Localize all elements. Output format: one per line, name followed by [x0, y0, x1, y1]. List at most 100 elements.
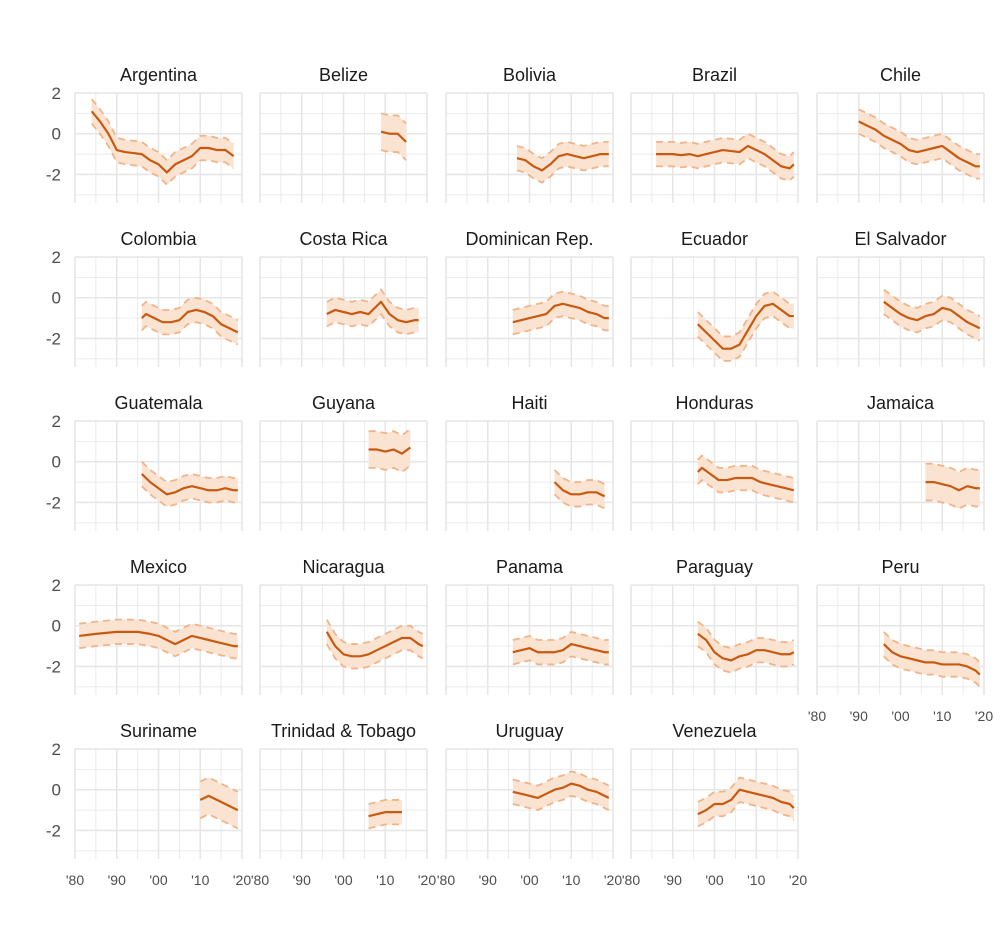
lower-bound-line [141, 321, 239, 346]
series-line [512, 302, 609, 324]
x-tick-label: '90 [293, 872, 311, 888]
upper-bound-line [697, 454, 795, 479]
confidence-band [512, 291, 609, 335]
panel-guyana: Guyana [259, 393, 428, 531]
x-tick-label: '10 [376, 872, 394, 888]
panel-title: Argentina [120, 65, 198, 85]
panel-grid [259, 748, 428, 859]
x-tick-label: '80 [622, 872, 640, 888]
lower-bound-line [512, 794, 610, 812]
y-tick-label: 0 [52, 453, 61, 472]
upper-bound-line [326, 619, 424, 645]
panel-nicaragua: Nicaragua [259, 557, 428, 695]
panel-haiti: Haiti [445, 393, 614, 531]
upper-bound-line [141, 296, 239, 321]
panel-peru: Peru '80 '90 '00 '10 '20 [808, 557, 993, 724]
panel-brazil: Brazil [630, 65, 799, 203]
panel-title: Ecuador [681, 229, 748, 249]
upper-bound-line [91, 98, 235, 162]
confidence-band [697, 621, 794, 673]
upper-bound-line [512, 630, 609, 641]
confidence-band [516, 141, 609, 183]
panel-suriname: Suriname 2 0 -2 '80 '90 '00 '10 '20 [46, 721, 251, 888]
panel-title: Suriname [120, 721, 197, 741]
upper-bound-line [883, 288, 981, 317]
confidence-band [200, 777, 238, 829]
panel-mexico: Mexico 2 0 -2 [46, 557, 243, 695]
x-tick-label: '00 [891, 708, 909, 724]
panel-title: Paraguay [676, 557, 753, 577]
series-line [883, 643, 981, 676]
panel-title: Trinidad & Tobago [271, 721, 416, 741]
lower-bound-line [656, 157, 795, 182]
confidence-band [883, 631, 980, 687]
panel-grid [74, 420, 243, 531]
series-line [325, 631, 424, 658]
panel-el-salvador: El Salvador [816, 229, 985, 367]
series-line [697, 788, 795, 816]
panel-title: Dominican Rep. [465, 229, 593, 249]
upper-bound-line [516, 140, 609, 160]
y-tick-label: -2 [46, 657, 61, 676]
y-tick-label: -2 [46, 329, 61, 348]
panel-belize: Belize [259, 65, 428, 203]
confidence-band [141, 461, 238, 507]
series-line [925, 481, 980, 492]
lower-bound-line [368, 823, 402, 830]
x-tick-label: '90 [664, 872, 682, 888]
upper-bound-line [326, 288, 419, 311]
panel-title: Jamaica [867, 393, 935, 413]
x-tick-label: '10 [191, 872, 209, 888]
lower-bound-line [697, 645, 795, 674]
series-line [380, 130, 407, 143]
upper-bound-line [512, 290, 609, 311]
series-line [199, 794, 239, 812]
x-tick-label: '00 [334, 872, 352, 888]
x-tick-label: '80 [808, 708, 826, 724]
confidence-band [91, 99, 234, 185]
upper-bound-line [368, 799, 402, 805]
x-tick-label: '00 [520, 872, 538, 888]
panel-trinidad-tobago: Trinidad & Tobago '80 '90 '00 '10 '20 [251, 721, 436, 888]
series-line [326, 300, 419, 324]
x-tick-label: '80 [66, 872, 84, 888]
confidence-band [381, 113, 407, 161]
y-tick-label: 0 [52, 617, 61, 636]
upper-bound-line [79, 618, 238, 635]
panel-title: Peru [881, 557, 919, 577]
confidence-band [79, 619, 238, 659]
confidence-band [656, 133, 794, 181]
upper-bound-line [553, 469, 606, 485]
panel-title: Colombia [120, 229, 197, 249]
upper-bound-line [883, 631, 981, 664]
confidence-band [326, 619, 423, 669]
upper-bound-line [199, 776, 239, 793]
panel-guatemala: Guatemala 2 0 -2 [46, 393, 243, 531]
lower-bound-line [883, 655, 981, 688]
panel-title: Chile [880, 65, 921, 85]
upper-bound-line [512, 770, 610, 787]
panel-title: El Salvador [854, 229, 946, 249]
series-line [141, 473, 238, 496]
x-tick-label: '90 [850, 708, 868, 724]
upper-bound-line [925, 462, 980, 473]
y-tick-label: 2 [52, 740, 61, 759]
panel-jamaica: Jamaica [816, 393, 985, 531]
y-tick-label: 0 [52, 781, 61, 800]
y-tick-label: -2 [46, 493, 61, 512]
confidence-band [858, 109, 980, 179]
series-line [90, 110, 235, 174]
lower-bound-line [516, 165, 609, 184]
series-line [697, 302, 794, 350]
lower-bound-line [368, 465, 411, 473]
lower-bound-line [91, 122, 235, 186]
x-tick-label: '90 [479, 872, 497, 888]
series-line [368, 446, 411, 455]
panel-grid [259, 584, 428, 695]
y-tick-label: -2 [46, 165, 61, 184]
panel-title: Guyana [312, 393, 376, 413]
panel-argentina: Argentina 2 0 -2 [46, 65, 243, 203]
x-tick-label: '00 [705, 872, 723, 888]
